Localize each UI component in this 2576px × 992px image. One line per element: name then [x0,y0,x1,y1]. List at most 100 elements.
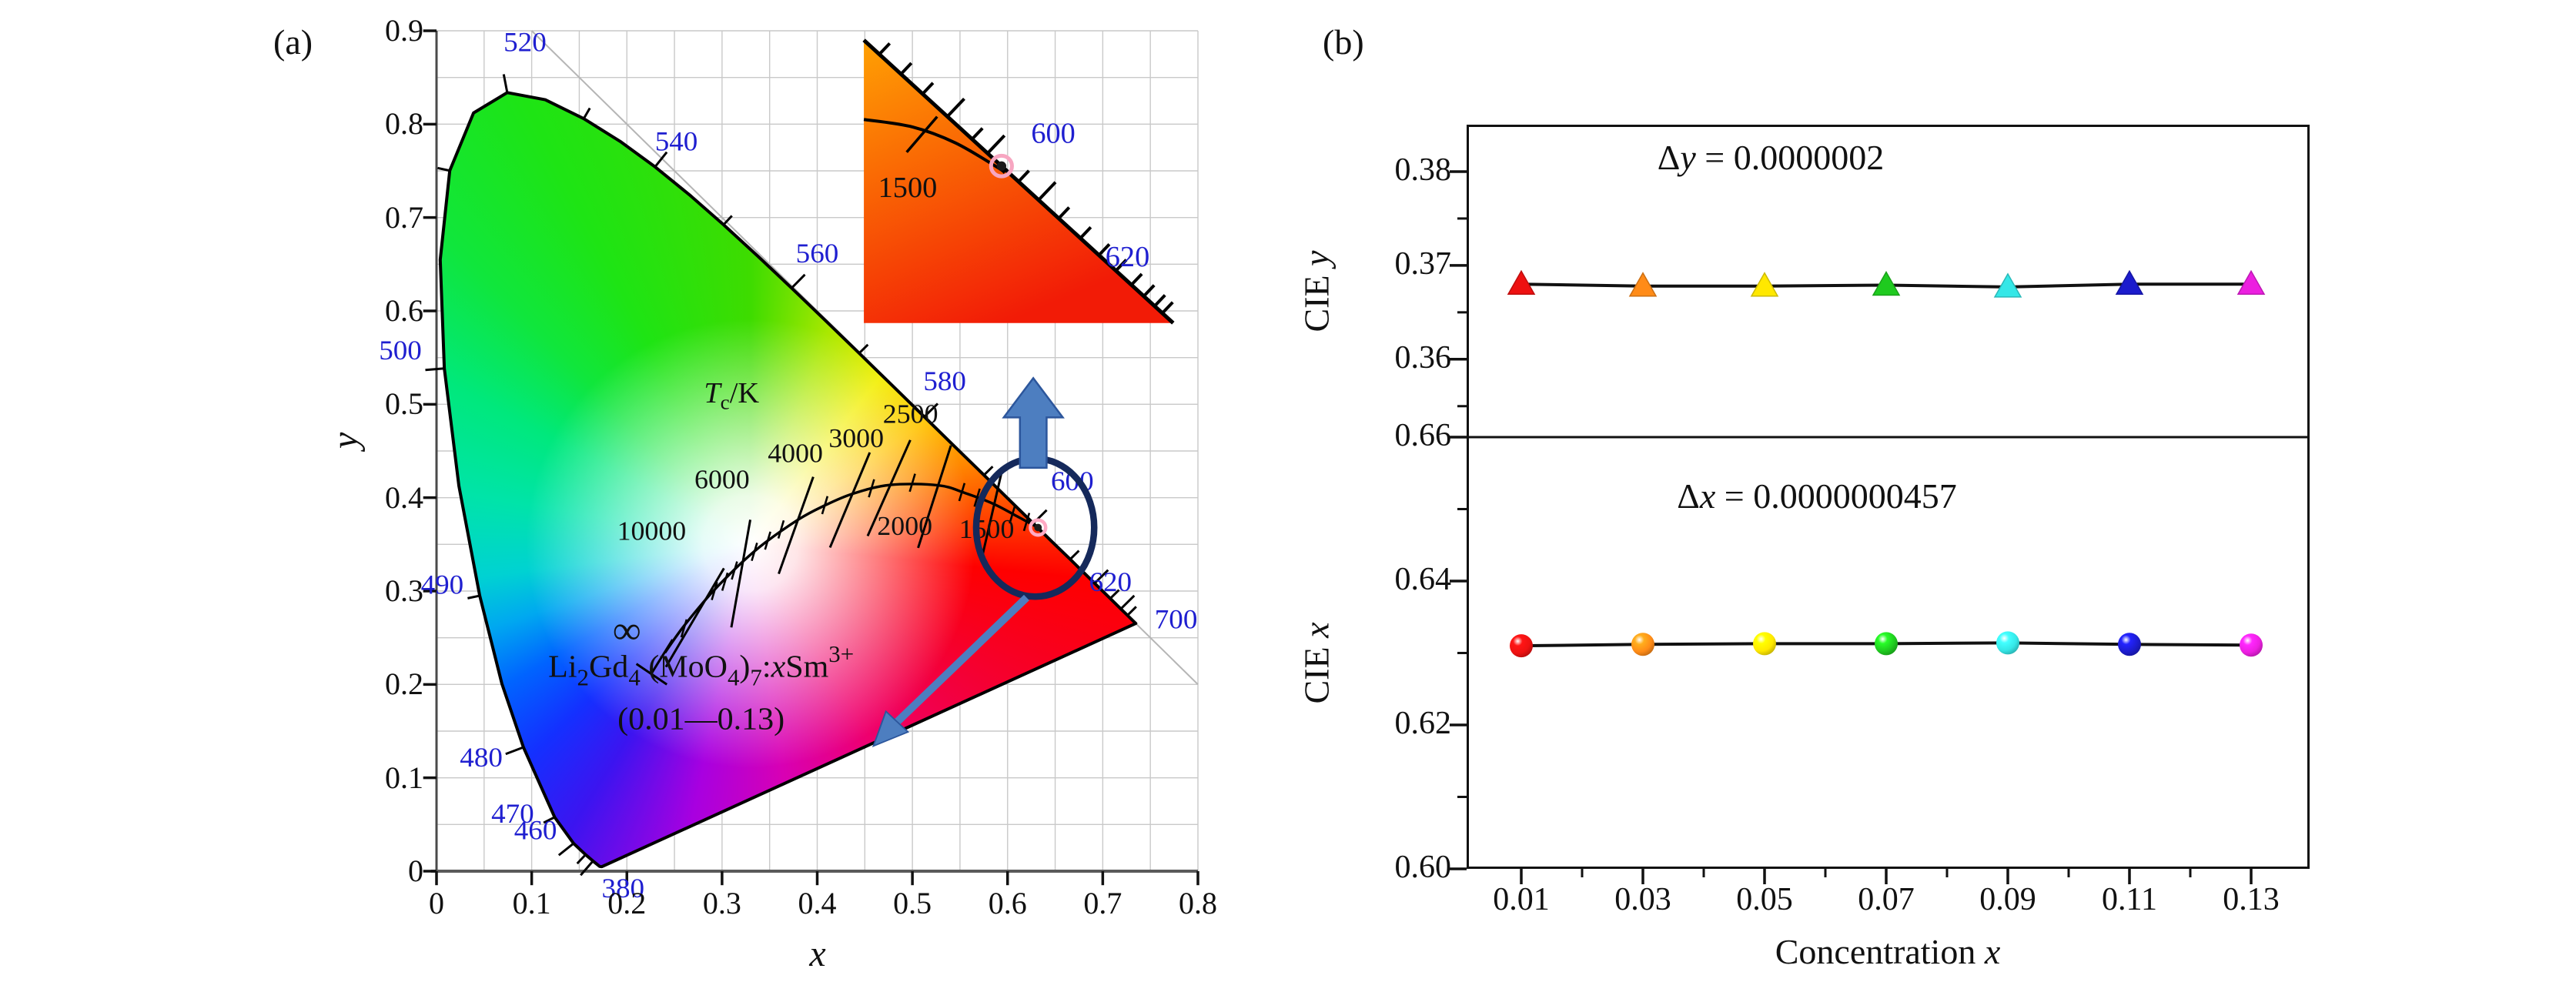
ciey-tick-label-0.37: 0.37 [1394,245,1452,282]
wavelength-label-490: 490 [421,569,464,600]
ciex-tick-label-0.66: 0.66 [1394,418,1452,453]
sample-point [1034,523,1042,532]
ciey-title-var: y [1296,250,1337,266]
y-tick-label-0.7: 0.7 [385,199,423,235]
ciey-marker-0.03 [1628,272,1658,297]
ciex-marker-0.05 [1753,632,1776,656]
ciey-tick-label-0.38: 0.38 [1394,152,1452,188]
concentration-tick-label-0.03: 0.03 [1614,882,1671,917]
delta-var: y [1680,138,1696,177]
y-tick-label-0.5: 0.5 [385,386,423,422]
ciey-marker-0.05 [1750,272,1779,297]
cct-label-2000: 2000 [877,511,932,542]
delta-x-annotation: Δx = 0.0000000457 [1677,476,1956,516]
sample-formula: Li2Gd4 (MoO4)7:xSm3+ [548,641,854,690]
cct-label-infinity: ∞ [613,609,641,652]
y-tick-label-0.4: 0.4 [385,479,423,515]
cct-label-4000: 4000 [768,438,823,469]
ciex-title-text: CIE [1296,637,1337,704]
ciey-title-text: CIE [1296,266,1337,332]
x-tick-label-0.3: 0.3 [702,886,741,920]
panel-b-ciex-axis-title: CIE x [1296,610,1337,717]
x-tick-label-0.4: 0.4 [798,886,837,920]
ciex-tick-label-0.62: 0.62 [1394,706,1452,741]
sample-point-ring [1030,520,1045,535]
sample-formula-range: (0.01—0.13) [617,702,785,737]
concentration-tick-label-0.07: 0.07 [1858,882,1915,917]
ciey-marker-0.11 [2115,269,2144,296]
ciey-marker-0.01 [1507,269,1536,296]
panel-b-plot [1450,125,2310,884]
wavelength-label-540: 540 [655,125,698,157]
x-tick-label-0.2: 0.2 [607,886,647,920]
cie-diagram-plot-area: 10000 6000 4000 3000 2500 2000 1500 ∞ Tc/K 520 540… [379,26,1198,903]
wavelength-label-500: 500 [379,334,422,366]
x-tick-label-0: 0 [429,886,444,920]
wavelength-label-560: 560 [796,237,839,269]
diagonal-arrow-head [871,710,910,748]
ciex-tick-label-0.64: 0.64 [1394,562,1452,597]
y-tick-label-0.3: 0.3 [385,573,423,608]
delta-y-annotation: Δy = 0.0000002 [1658,137,1884,178]
x-tick-label-0.5: 0.5 [893,886,932,920]
concentration-title-var: x [1984,932,2001,971]
delta-symbol: Δ [1677,476,1700,516]
concentration-tick-label-0.11: 0.11 [2102,882,2157,917]
inset-sample-point [996,161,1007,171]
concentration-tick-label-0.01: 0.01 [1493,882,1550,917]
concentration-tick-label-0.09: 0.09 [1979,882,2036,917]
cct-label-1500: 1500 [959,513,1015,544]
cct-label-10000: 10000 [617,516,687,546]
cct-axis-label: Tc/K [704,377,759,413]
ciex-tick-label-0.60: 0.60 [1394,850,1452,885]
ciex-marker-0.09 [1996,631,2019,655]
ciey-marker-0.13 [2236,269,2266,296]
y-tick-label-0.2: 0.2 [385,666,423,702]
up-arrow-to-inset [1004,378,1063,467]
ciey-marker-0.07 [1872,270,1901,296]
cct-label-2500: 2500 [883,399,938,429]
wavelength-label-480: 480 [460,741,503,773]
x-tick-label-0.8: 0.8 [1179,886,1217,920]
concentration-tick-label-0.13: 0.13 [2223,882,2280,917]
panel-b-ciey-axis-title: CIE y [1296,238,1337,346]
ciex-title-var: x [1296,622,1337,638]
wavelength-label-580: 580 [923,365,966,396]
cct-label-3000: 3000 [828,423,884,453]
panel-a-letter: (a) [273,22,313,62]
delta-value: = 0.0000000457 [1715,476,1957,516]
ciey-tick-label-0.36: 0.36 [1394,339,1452,376]
x-tick-label-0.7: 0.7 [1083,886,1122,920]
ciex-marker-0.13 [2240,633,2263,657]
y-tick-label-0.9: 0.9 [385,13,423,48]
delta-value: = 0.0000002 [1695,138,1885,177]
delta-symbol: Δ [1657,138,1681,177]
inset-cct-label-1500: 1500 [878,172,938,204]
wavelength-label-520: 520 [503,26,547,58]
y-tick-label-0.1: 0.1 [385,760,423,795]
inset-wavelength-label-600: 600 [1031,118,1075,150]
wavelength-label-460: 460 [514,814,557,846]
ciey-marker-0.09 [1993,272,2022,298]
wavelength-label-380: 380 [601,872,644,903]
y-tick-label-0.6: 0.6 [385,293,423,328]
concentration-title-text: Concentration [1775,932,1985,971]
ciex-marker-0.03 [1631,633,1654,656]
ciex-marker-0.11 [2118,633,2141,656]
y-tick-label-0.8: 0.8 [385,106,423,142]
x-tick-label-0.6: 0.6 [988,886,1027,920]
cct-label-6000: 6000 [694,464,750,495]
panel-a-y-axis-title: y [325,432,366,449]
wavelength-label-470: 470 [491,797,534,829]
inset-wavelength-label-620: 620 [1106,241,1149,273]
y-tick-label-0: 0 [408,853,423,888]
wavelength-label-620: 620 [1089,566,1132,597]
concentration-tick-label-0.05: 0.05 [1736,882,1793,917]
panel-b-letter: (b) [1323,22,1364,62]
ciex-marker-0.01 [1510,634,1533,658]
panel-a-x-axis-title: x [809,934,826,974]
ciex-marker-0.07 [1875,632,1898,656]
wavelength-label-700: 700 [1155,603,1198,635]
